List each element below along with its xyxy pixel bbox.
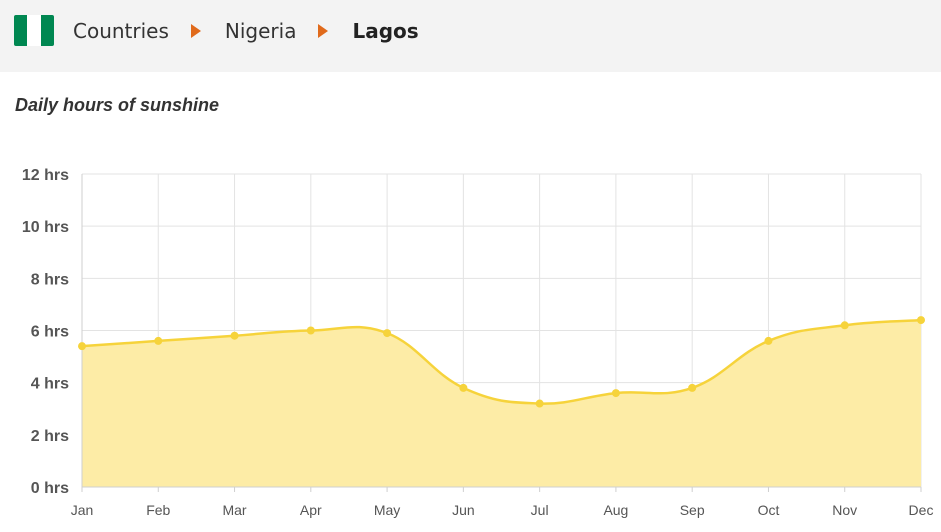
x-tick-label: Feb [146,502,170,518]
flag-stripe-middle [27,15,41,46]
sunshine-area [82,320,921,487]
data-point [764,336,773,345]
breadcrumb: Countries Nigeria Lagos [73,17,419,45]
flag-stripe-left [14,15,28,46]
page-header: Countries Nigeria Lagos [0,0,941,72]
data-point [78,342,86,351]
x-tick-label: Jun [452,502,475,518]
x-tick-label: Aug [603,502,628,518]
data-point [917,316,925,325]
x-tick-label: Jul [531,502,549,518]
x-tick-label: Mar [222,502,246,518]
breadcrumb-nigeria-link[interactable]: Nigeria [224,19,297,43]
y-tick-label: 2 hrs [31,428,69,445]
y-tick-label: 8 hrs [31,271,69,288]
y-tick-label: 4 hrs [31,376,69,393]
x-tick-label: Apr [300,502,322,518]
flag-stripe-right [40,15,54,46]
x-tick-label: Sep [680,502,705,518]
nigeria-flag-icon [14,15,54,46]
data-point [383,329,392,338]
y-tick-label: 0 hrs [31,480,69,497]
data-point [459,383,468,392]
data-point [154,336,163,345]
x-tick-label: Oct [758,502,780,518]
data-point [230,331,239,340]
x-tick-label: May [374,502,400,518]
data-point [611,389,620,398]
sunshine-chart: 0 hrs 2 hrs 4 hrs 6 hrs 8 hrs 10 hrs 12 hrs Jan… [22,167,934,518]
x-tick-label: Nov [832,502,857,518]
y-tick-label: 12 hrs [22,167,69,184]
data-point [840,321,849,330]
data-point [535,399,544,408]
x-tick-label: Jan [71,502,94,518]
chart-title: Daily hours of sunshine [15,95,220,115]
data-point [306,326,315,335]
breadcrumb-current-lagos: Lagos [352,19,419,43]
breadcrumb-separator-icon [318,24,329,38]
y-tick-label: 10 hrs [22,219,69,236]
x-tick-label: Dec [909,502,934,518]
sunshine-line [81,318,922,405]
breadcrumb-countries-link[interactable]: Countries [73,19,169,43]
data-point [688,383,697,392]
y-tick-label: 6 hrs [31,324,69,341]
breadcrumb-separator-icon [190,24,201,38]
